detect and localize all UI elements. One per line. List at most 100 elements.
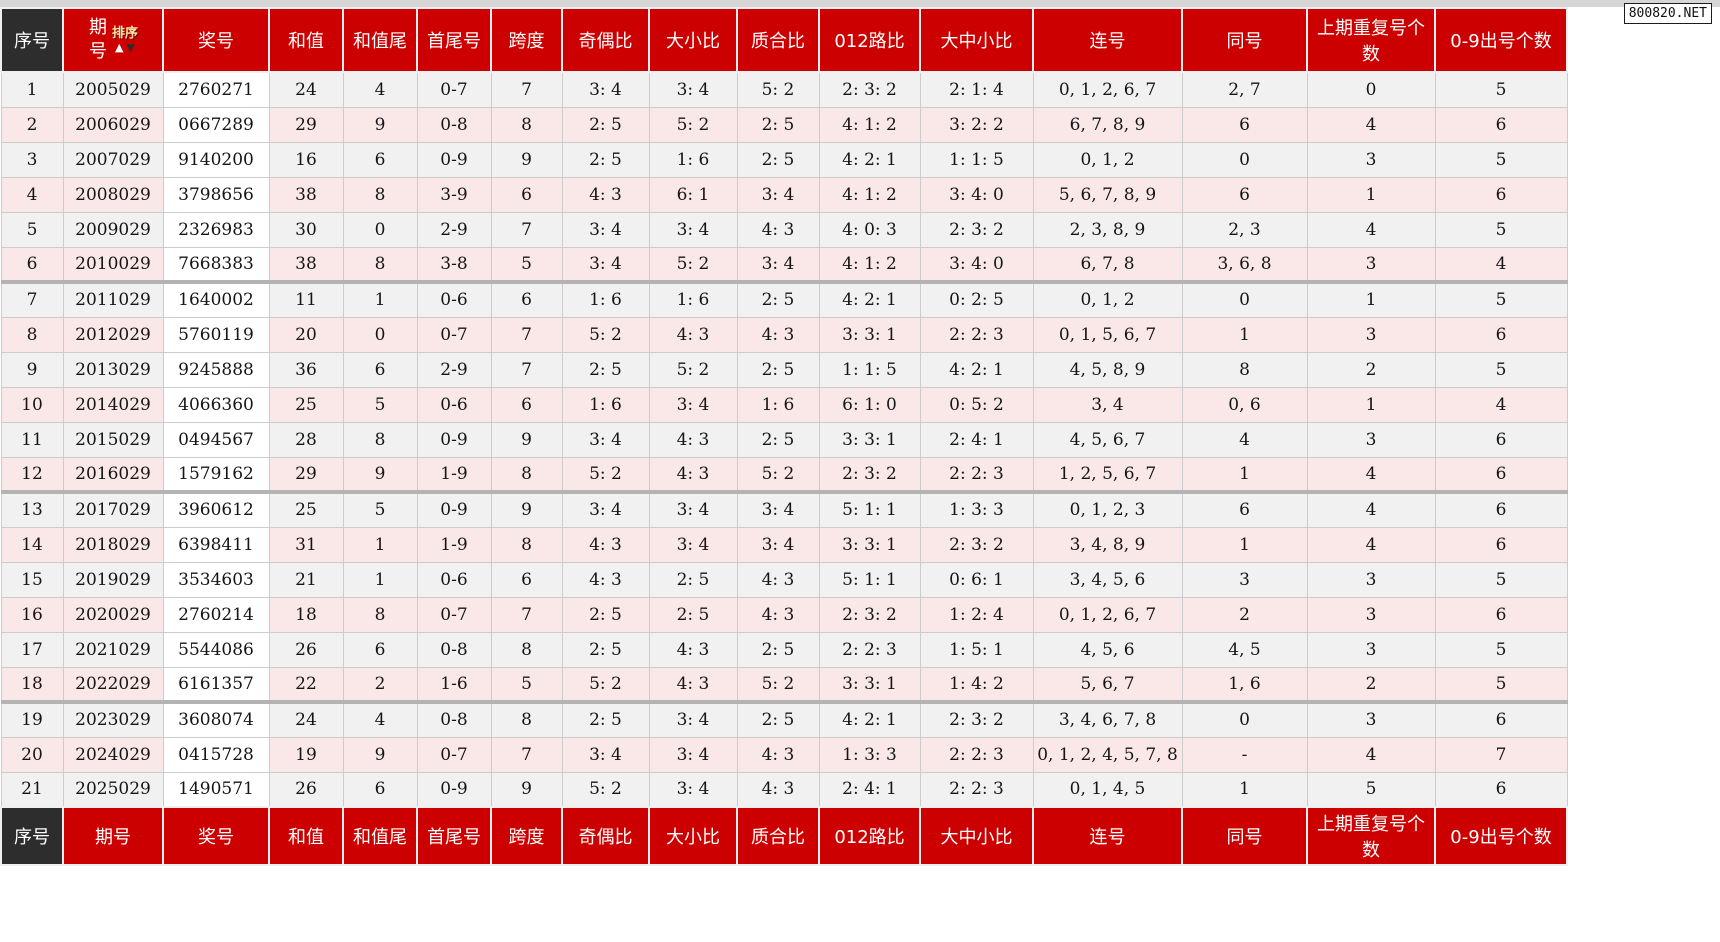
cell-prev-repeat: 4 [1306,490,1436,528]
cell-sum-tail: 5 [342,386,418,423]
cell-sum-tail: 6 [342,351,418,388]
cell-issue: 2009029 [62,211,164,248]
sort-descending-icon[interactable]: ▼ [126,41,135,54]
cell-odd-even: 2: 5 [561,631,650,668]
cell-prize: 6161357 [162,666,270,703]
cell-odd-even: 4: 3 [561,561,650,598]
cell-big-small: 5: 2 [648,246,738,283]
cell-prime-composite: 5: 2 [736,456,820,493]
table-row: 6 2010029 7668383 38 8 3-8 5 3: 4 5: 2 3: 4 4: 1: … [0,246,1568,283]
cell-issue: 2011029 [62,280,164,318]
cell-prev-repeat: 3 [1306,596,1436,633]
cell-prime-composite: 4: 3 [736,316,820,353]
header-sum-tail-footer: 和值尾 [342,806,418,866]
cell-issue: 2023029 [62,700,164,738]
cell-sum-tail: 8 [342,421,418,458]
cell-same-number: 1 [1181,456,1308,493]
cell-consecutive: 3, 4 [1032,386,1183,423]
cell-big-mid-small: 2: 2: 3 [919,736,1034,773]
cell-sum-tail: 9 [342,736,418,773]
cell-head-tail: 0-6 [416,561,492,598]
cell-big-mid-small: 2: 1: 4 [919,71,1034,108]
cell-prime-composite: 5: 2 [736,666,820,703]
cell-prev-repeat: 2 [1306,351,1436,388]
cell-serial: 15 [0,561,64,598]
cell-big-small: 3: 4 [648,211,738,248]
cell-consecutive: 1, 2, 5, 6, 7 [1032,456,1183,493]
cell-big-small: 4: 3 [648,666,738,703]
cell-route-012: 5: 1: 1 [818,561,921,598]
cell-big-mid-small: 2: 2: 3 [919,316,1034,353]
cell-big-small: 1: 6 [648,141,738,178]
cell-issue: 2021029 [62,631,164,668]
cell-head-tail: 0-7 [416,736,492,773]
cell-odd-even: 5: 2 [561,771,650,808]
header-prime-composite-footer: 质合比 [736,806,820,866]
table-row: 15 2019029 3534603 21 1 0-6 6 4: 3 2: 5 4: 3 5: 1:… [0,561,1568,598]
cell-sum: 36 [268,351,344,388]
cell-consecutive: 4, 5, 6 [1032,631,1183,668]
header-route-012-footer: 012路比 [818,806,921,866]
cell-big-small: 4: 3 [648,316,738,353]
cell-span: 8 [490,700,563,738]
cell-route-012: 4: 0: 3 [818,211,921,248]
table-row: 12 2016029 1579162 29 9 1-9 8 5: 2 4: 3 5: 2 2: 3:… [0,456,1568,493]
table-header: 序号 期号 排序 ▲ ▼ 奖号 和值 和值尾 首尾号 跨度 奇偶比 大小比 质合比 012路比 大中小比 连号… [0,7,1568,73]
cell-serial: 4 [0,176,64,213]
cell-span: 7 [490,351,563,388]
cell-issue: 2018029 [62,526,164,563]
header-big-mid-small-footer: 大中小比 [919,806,1034,866]
cell-prize: 1579162 [162,456,270,493]
cell-prime-composite: 2: 5 [736,106,820,143]
sort-arrows: ▲ ▼ [115,42,135,53]
sort-control[interactable]: 排序 ▲ ▼ [112,27,138,53]
cell-head-tail: 1-6 [416,666,492,703]
cell-route-012: 3: 3: 1 [818,316,921,353]
cell-sum: 28 [268,421,344,458]
cell-route-012: 4: 2: 1 [818,700,921,738]
sort-ascending-icon[interactable]: ▲ [115,41,124,54]
cell-digit-count: 5 [1434,141,1568,178]
header-consecutive-footer: 连号 [1032,806,1183,866]
cell-big-small: 3: 4 [648,386,738,423]
header-route-012: 012路比 [818,7,921,73]
table-row: 9 2013029 9245888 36 6 2-9 7 2: 5 5: 2 2: 5 1: 1: … [0,351,1568,388]
cell-prize: 0415728 [162,736,270,773]
cell-prime-composite: 2: 5 [736,141,820,178]
cell-big-mid-small: 2: 2: 3 [919,771,1034,808]
cell-sum-tail: 1 [342,526,418,563]
cell-serial: 18 [0,666,64,703]
cell-prev-repeat: 3 [1306,316,1436,353]
table-row: 8 2012029 5760119 20 0 0-7 7 5: 2 4: 3 4: 3 3: 3: … [0,316,1568,353]
header-big-small: 大小比 [648,7,738,73]
table-row: 19 2023029 3608074 24 4 0-8 8 2: 5 3: 4 2: 5 4: 2:… [0,700,1568,738]
cell-odd-even: 4: 3 [561,526,650,563]
cell-route-012: 1: 1: 5 [818,351,921,388]
cell-issue: 2020029 [62,596,164,633]
table-row: 4 2008029 3798656 38 8 3-9 6 4: 3 6: 1 3: 4 4: 1: … [0,176,1568,213]
cell-prev-repeat: 3 [1306,561,1436,598]
cell-big-mid-small: 2: 3: 2 [919,526,1034,563]
table-row: 11 2015029 0494567 28 8 0-9 9 3: 4 4: 3 2: 5 3: 3:… [0,421,1568,458]
cell-issue: 2014029 [62,386,164,423]
cell-digit-count: 6 [1434,106,1568,143]
cell-serial: 21 [0,771,64,808]
cell-span: 7 [490,596,563,633]
cell-big-mid-small: 1: 1: 5 [919,141,1034,178]
cell-span: 9 [490,141,563,178]
cell-serial: 16 [0,596,64,633]
cell-route-012: 5: 1: 1 [818,490,921,528]
header-head-tail-footer: 首尾号 [416,806,492,866]
cell-big-small: 4: 3 [648,456,738,493]
cell-serial: 2 [0,106,64,143]
cell-sum-tail: 1 [342,280,418,318]
cell-head-tail: 3-8 [416,246,492,283]
table-row: 20 2024029 0415728 19 9 0-7 7 3: 4 3: 4 4: 3 1: 3:… [0,736,1568,773]
cell-sum: 29 [268,456,344,493]
cell-prize: 1490571 [162,771,270,808]
cell-issue: 2019029 [62,561,164,598]
header-big-mid-small: 大中小比 [919,7,1034,73]
cell-digit-count: 5 [1434,351,1568,388]
cell-digit-count: 5 [1434,211,1568,248]
cell-prize: 1640002 [162,280,270,318]
